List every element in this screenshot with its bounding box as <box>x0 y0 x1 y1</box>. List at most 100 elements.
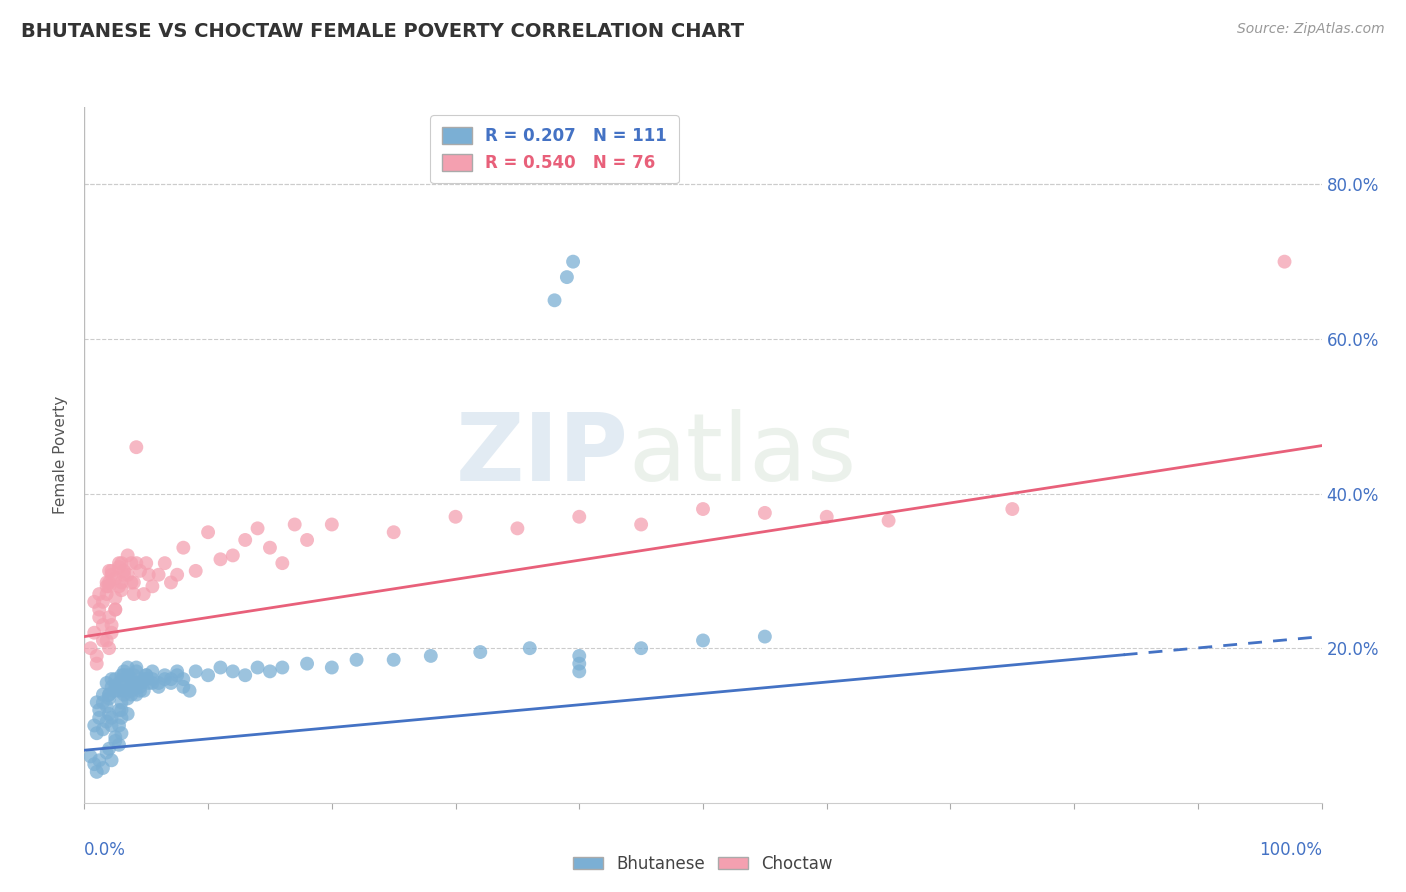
Point <box>117 660 139 674</box>
Point <box>295 533 318 547</box>
Point <box>100 564 122 578</box>
Point <box>98 688 121 702</box>
Point <box>104 591 127 605</box>
Point <box>104 683 127 698</box>
Point <box>79 749 101 764</box>
Point <box>129 680 152 694</box>
Point <box>141 676 163 690</box>
Point <box>160 575 183 590</box>
Point <box>209 552 232 566</box>
Point <box>110 575 132 590</box>
Point <box>122 575 145 590</box>
Point <box>125 665 148 679</box>
Point <box>233 668 256 682</box>
Point <box>568 509 591 524</box>
Point <box>108 718 131 732</box>
Point <box>112 688 135 702</box>
Point <box>568 665 591 679</box>
Point <box>141 672 163 686</box>
Point <box>110 695 132 709</box>
Point <box>108 683 131 698</box>
Point <box>83 625 105 640</box>
Text: 100.0%: 100.0% <box>1258 841 1322 859</box>
Point <box>110 668 132 682</box>
Point <box>132 587 155 601</box>
Point <box>519 641 541 656</box>
Point <box>100 680 122 694</box>
Point <box>153 556 176 570</box>
Point <box>166 665 188 679</box>
Point <box>98 575 121 590</box>
Point <box>120 676 142 690</box>
Point <box>148 567 170 582</box>
Point <box>96 575 118 590</box>
Point <box>108 579 131 593</box>
Point <box>233 533 256 547</box>
Point <box>815 509 838 524</box>
Point <box>98 741 121 756</box>
Point <box>568 657 591 671</box>
Point <box>83 595 105 609</box>
Point <box>108 676 131 690</box>
Point <box>96 699 118 714</box>
Point <box>112 564 135 578</box>
Point <box>129 564 152 578</box>
Point <box>184 665 207 679</box>
Point <box>86 764 108 779</box>
Point <box>91 695 114 709</box>
Point <box>117 668 139 682</box>
Point <box>172 541 194 555</box>
Point <box>321 517 343 532</box>
Point <box>108 738 131 752</box>
Point <box>98 641 121 656</box>
Point <box>630 517 652 532</box>
Point <box>104 672 127 686</box>
Point <box>271 556 294 570</box>
Point <box>98 610 121 624</box>
Point <box>184 564 207 578</box>
Text: 0.0%: 0.0% <box>84 841 127 859</box>
Point <box>108 703 131 717</box>
Point <box>160 672 183 686</box>
Point <box>100 672 122 686</box>
Point <box>135 556 157 570</box>
Point <box>96 746 118 760</box>
Y-axis label: Female Poverty: Female Poverty <box>53 396 69 514</box>
Point <box>100 625 122 640</box>
Point <box>120 556 142 570</box>
Point <box>91 633 114 648</box>
Point <box>120 688 142 702</box>
Text: Source: ZipAtlas.com: Source: ZipAtlas.com <box>1237 22 1385 37</box>
Point <box>246 660 269 674</box>
Point <box>96 587 118 601</box>
Point <box>692 502 714 516</box>
Point <box>179 683 201 698</box>
Point <box>754 506 776 520</box>
Point <box>100 711 122 725</box>
Point <box>117 676 139 690</box>
Text: ZIP: ZIP <box>456 409 628 501</box>
Point <box>112 567 135 582</box>
Point <box>110 711 132 725</box>
Point <box>1274 254 1296 268</box>
Point <box>89 610 111 624</box>
Point <box>568 648 591 663</box>
Point <box>86 648 108 663</box>
Point <box>110 726 132 740</box>
Point <box>132 672 155 686</box>
Point <box>91 595 114 609</box>
Point <box>1001 502 1024 516</box>
Point <box>86 657 108 671</box>
Point <box>96 579 118 593</box>
Point <box>96 676 118 690</box>
Point <box>89 711 111 725</box>
Point <box>104 680 127 694</box>
Point <box>172 680 194 694</box>
Point <box>91 618 114 632</box>
Point <box>543 293 565 308</box>
Point <box>125 440 148 454</box>
Point <box>104 602 127 616</box>
Point <box>122 676 145 690</box>
Point <box>98 688 121 702</box>
Point <box>692 633 714 648</box>
